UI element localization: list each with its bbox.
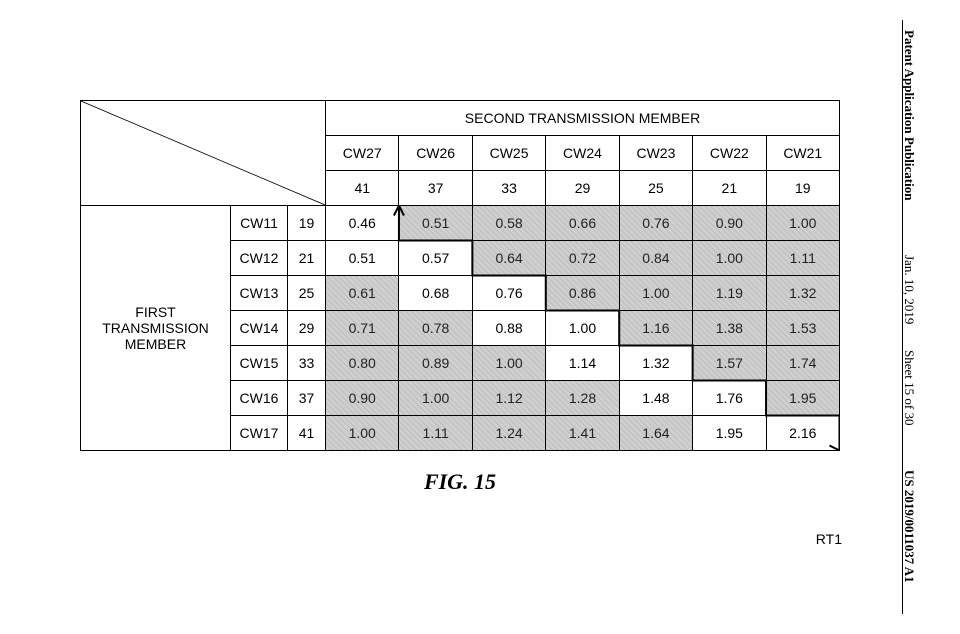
row-teeth-value: 21	[288, 241, 326, 276]
col-teeth-value: 19	[766, 171, 839, 206]
corner-diagonal-cell	[81, 101, 326, 206]
ratio-cell: 0.84	[619, 241, 692, 276]
ratio-cell: 0.72	[546, 241, 619, 276]
pub-number: US 2019/0011037 A1	[901, 470, 917, 583]
ratio-cell: 2.16	[766, 416, 839, 451]
ratio-cell: 0.51	[399, 206, 472, 241]
ratio-cell: 0.86	[546, 276, 619, 311]
ratio-cell: 0.76	[472, 276, 545, 311]
ratio-cell: 1.38	[693, 311, 766, 346]
ratio-cell: 0.90	[693, 206, 766, 241]
ratio-cell: 1.32	[619, 346, 692, 381]
row-teeth-value: 25	[288, 276, 326, 311]
row-label: CW16	[231, 381, 288, 416]
row-label: CW13	[231, 276, 288, 311]
ratio-cell: 1.00	[693, 241, 766, 276]
col-teeth-value: 37	[399, 171, 472, 206]
sheet-number: Sheet 15 of 30	[901, 350, 917, 425]
ratio-cell: 0.90	[326, 381, 399, 416]
col-label: CW24	[546, 136, 619, 171]
ratio-cell: 0.51	[326, 241, 399, 276]
ratio-cell: 1.53	[766, 311, 839, 346]
ratio-cell: 1.14	[546, 346, 619, 381]
ratio-cell: 0.76	[619, 206, 692, 241]
ratio-cell: 0.64	[472, 241, 545, 276]
ratio-cell: 1.24	[472, 416, 545, 451]
col-header-top: SECOND TRANSMISSION MEMBER	[326, 101, 840, 136]
rt1-label: RT1	[816, 531, 842, 547]
ratio-cell: 1.12	[472, 381, 545, 416]
ratio-cell: 1.11	[766, 241, 839, 276]
col-label: CW26	[399, 136, 472, 171]
ratio-cell: 1.41	[546, 416, 619, 451]
row-teeth-value: 19	[288, 206, 326, 241]
ratio-cell: 1.16	[619, 311, 692, 346]
ratio-cell: 0.89	[399, 346, 472, 381]
col-teeth-value: 25	[619, 171, 692, 206]
ratio-cell: 1.00	[546, 311, 619, 346]
ratio-cell: 1.95	[693, 416, 766, 451]
ratio-cell: 1.48	[619, 381, 692, 416]
ratio-cell: 1.76	[693, 381, 766, 416]
ratio-cell: 0.46	[326, 206, 399, 241]
row-label: CW11	[231, 206, 288, 241]
figure-caption: FIG. 15	[80, 469, 840, 495]
col-teeth-value: 29	[546, 171, 619, 206]
row-teeth-value: 37	[288, 381, 326, 416]
ratio-cell: 0.78	[399, 311, 472, 346]
ratio-cell: 1.00	[766, 206, 839, 241]
row-teeth-value: 41	[288, 416, 326, 451]
col-teeth-value: 41	[326, 171, 399, 206]
ratio-cell: 0.71	[326, 311, 399, 346]
ratio-cell: 0.61	[326, 276, 399, 311]
row-teeth-value: 33	[288, 346, 326, 381]
ratio-cell: 1.32	[766, 276, 839, 311]
ratio-cell: 1.00	[326, 416, 399, 451]
row-header-vertical: FIRSTTRANSMISSIONMEMBER	[81, 206, 231, 451]
ratio-cell: 0.58	[472, 206, 545, 241]
col-teeth-value: 21	[693, 171, 766, 206]
gear-ratio-table: SECOND TRANSMISSION MEMBER CW27CW26CW25C…	[80, 100, 840, 495]
ratio-cell: 1.11	[399, 416, 472, 451]
ratio-cell: 1.64	[619, 416, 692, 451]
ratio-cell: 0.88	[472, 311, 545, 346]
ratio-cell: 0.68	[399, 276, 472, 311]
row-label: CW17	[231, 416, 288, 451]
row-label: CW14	[231, 311, 288, 346]
ratio-cell: 1.00	[472, 346, 545, 381]
pub-type: Patent Application Publication	[901, 30, 917, 200]
col-label: CW25	[472, 136, 545, 171]
col-teeth-value: 33	[472, 171, 545, 206]
ratio-cell: 1.95	[766, 381, 839, 416]
ratio-cell: 1.28	[546, 381, 619, 416]
pub-date: Jan. 10, 2019	[901, 255, 917, 324]
ratio-cell: 1.57	[693, 346, 766, 381]
ratio-cell: 1.19	[693, 276, 766, 311]
col-label: CW27	[326, 136, 399, 171]
col-label: CW23	[619, 136, 692, 171]
ratio-cell: 0.57	[399, 241, 472, 276]
ratio-cell: 1.74	[766, 346, 839, 381]
row-teeth-value: 29	[288, 311, 326, 346]
col-label: CW22	[693, 136, 766, 171]
page-margin-header: Patent Application Publication Jan. 10, …	[902, 20, 952, 614]
ratio-cell: 1.00	[619, 276, 692, 311]
row-label: CW12	[231, 241, 288, 276]
row-label: CW15	[231, 346, 288, 381]
ratio-cell: 0.66	[546, 206, 619, 241]
col-label: CW21	[766, 136, 839, 171]
ratio-cell: 1.00	[399, 381, 472, 416]
ratio-cell: 0.80	[326, 346, 399, 381]
